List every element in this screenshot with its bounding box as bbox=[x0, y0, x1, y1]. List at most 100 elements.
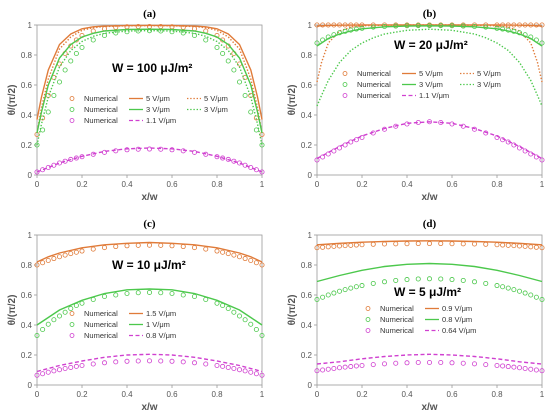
series-line-dotted bbox=[316, 28, 543, 107]
energy-annotation: W = 20 μJ/m² bbox=[394, 38, 468, 52]
numerical-marker bbox=[381, 241, 387, 247]
numerical-marker bbox=[415, 276, 421, 282]
numerical-marker bbox=[236, 313, 242, 319]
y-tick-label: 0.2 bbox=[301, 141, 313, 150]
numerical-marker bbox=[259, 262, 265, 268]
legend-label: 0.8 V/μm bbox=[146, 331, 176, 340]
numerical-marker bbox=[426, 241, 432, 247]
legend-label: Numerical bbox=[380, 326, 414, 335]
numerical-marker bbox=[68, 364, 74, 370]
numerical-marker bbox=[68, 156, 74, 162]
numerical-marker bbox=[40, 260, 46, 266]
numerical-marker bbox=[220, 302, 226, 308]
numerical-marker bbox=[102, 245, 108, 251]
numerical-marker bbox=[314, 245, 320, 251]
numerical-marker bbox=[511, 243, 517, 249]
numerical-marker bbox=[320, 244, 326, 250]
numerical-marker bbox=[517, 288, 523, 294]
numerical-marker bbox=[353, 363, 359, 369]
numerical-marker bbox=[253, 326, 259, 332]
x-tick-label: 0.4 bbox=[401, 390, 413, 399]
plot-frame bbox=[36, 234, 263, 386]
numerical-marker bbox=[426, 276, 432, 282]
numerical-marker bbox=[460, 123, 466, 129]
x-tick-label: 0.6 bbox=[446, 180, 458, 189]
numerical-marker bbox=[45, 109, 51, 115]
legend-label: 5 V/μm bbox=[204, 94, 228, 103]
numerical-marker bbox=[242, 256, 248, 262]
numerical-marker bbox=[79, 45, 85, 51]
legend-label: 0.64 V/μm bbox=[442, 326, 476, 335]
y-tick-label: 0.4 bbox=[301, 111, 313, 120]
x-tick-label: 0.2 bbox=[76, 390, 88, 399]
chart-panel-4: 0 0.2 0.4 0.6 0.8 1 0 0.2 0.4 0.6 0.8 1 x/w θ/(π/2) (d… bbox=[287, 218, 545, 410]
numerical-marker bbox=[528, 151, 534, 157]
numerical-marker bbox=[404, 241, 410, 247]
y-tick-label: 0.2 bbox=[21, 351, 33, 360]
numerical-marker bbox=[522, 243, 528, 249]
numerical-marker bbox=[539, 22, 545, 28]
numerical-marker bbox=[359, 242, 365, 248]
numerical-marker bbox=[203, 151, 209, 157]
numerical-marker bbox=[483, 362, 489, 368]
numerical-marker bbox=[426, 359, 432, 365]
numerical-marker bbox=[359, 283, 365, 289]
numerical-marker bbox=[500, 137, 506, 143]
numerical-marker bbox=[102, 33, 108, 39]
numerical-marker bbox=[539, 368, 545, 374]
numerical-marker bbox=[522, 32, 528, 38]
numerical-marker bbox=[494, 25, 500, 31]
numerical-marker bbox=[471, 279, 477, 285]
legend-label: 3 V/μm bbox=[204, 105, 228, 114]
numerical-marker bbox=[135, 242, 141, 248]
numerical-marker bbox=[320, 294, 326, 300]
numerical-marker bbox=[158, 290, 164, 296]
numerical-marker bbox=[79, 248, 85, 254]
y-tick-label: 0 bbox=[28, 171, 33, 180]
numerical-marker bbox=[511, 287, 517, 293]
legend-marker bbox=[342, 82, 348, 87]
numerical-marker bbox=[45, 257, 51, 263]
series-line-dashed bbox=[316, 121, 543, 160]
numerical-marker bbox=[248, 321, 254, 327]
numerical-marker bbox=[225, 156, 231, 162]
y-tick-label: 0.8 bbox=[21, 51, 33, 60]
series-line-dotted bbox=[36, 29, 263, 146]
numerical-marker bbox=[522, 290, 528, 296]
numerical-marker bbox=[528, 292, 534, 298]
numerical-marker bbox=[314, 296, 320, 302]
legend-label: 1.5 V/μm bbox=[146, 309, 176, 318]
numerical-marker bbox=[359, 25, 365, 31]
numerical-marker bbox=[225, 251, 231, 257]
numerical-marker bbox=[539, 296, 545, 302]
numerical-marker bbox=[460, 23, 466, 29]
numerical-marker bbox=[320, 154, 326, 160]
numerical-marker bbox=[146, 28, 152, 34]
numerical-marker bbox=[336, 145, 342, 151]
legend-label: 3 V/μm bbox=[146, 105, 170, 114]
numerical-marker bbox=[539, 40, 545, 46]
legend-label: Numerical bbox=[84, 320, 118, 329]
numerical-marker bbox=[393, 241, 399, 247]
numerical-marker bbox=[325, 366, 331, 372]
series-line-dashed bbox=[36, 353, 263, 373]
numerical-marker bbox=[483, 241, 489, 247]
legend-label: Numerical bbox=[84, 331, 118, 340]
numerical-marker bbox=[220, 249, 226, 255]
numerical-marker bbox=[225, 305, 231, 311]
x-axis-label: x/w bbox=[141, 402, 157, 410]
numerical-marker bbox=[102, 149, 108, 155]
x-tick-label: 0.2 bbox=[356, 180, 368, 189]
numerical-marker bbox=[158, 358, 164, 364]
energy-annotation: W = 5 μJ/m² bbox=[394, 285, 461, 299]
numerical-marker bbox=[539, 245, 545, 251]
numerical-marker bbox=[68, 251, 74, 257]
numerical-marker bbox=[259, 169, 265, 175]
chart-panel-1: 0 0.2 0.4 0.6 0.8 1 0 0.2 0.4 0.6 0.8 1 x/w θ/(π/2) (a… bbox=[7, 8, 265, 203]
numerical-marker bbox=[331, 365, 337, 371]
numerical-marker bbox=[231, 365, 237, 371]
numerical-marker bbox=[404, 23, 410, 29]
legend-marker bbox=[365, 317, 371, 322]
numerical-marker bbox=[236, 79, 242, 85]
energy-annotation: W = 10 μJ/m² bbox=[112, 258, 186, 272]
